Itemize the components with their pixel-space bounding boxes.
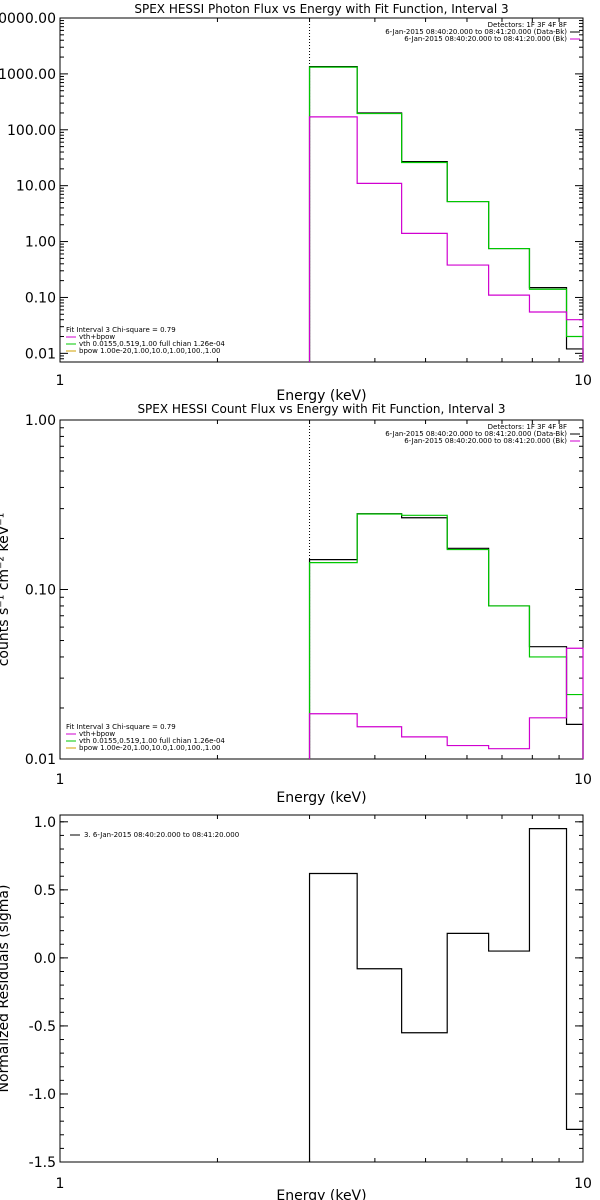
y-tick-label: 0.01 xyxy=(25,752,56,768)
y-tick-label: 1.00 xyxy=(25,413,56,429)
y-tick-label: 0.10 xyxy=(25,583,56,599)
legend-bottom-entry: vth+bpow xyxy=(79,333,115,341)
series-0-step-line xyxy=(308,828,583,1162)
plot-frame xyxy=(59,419,584,760)
y-tick-label: -1.0 xyxy=(29,1087,56,1103)
legend-top-entry: 6-Jan-2015 08:40:20.000 to 08:41:20.000 … xyxy=(385,430,567,438)
count-flux-panel: SPEX HESSI Count Flux vs Energy with Fit… xyxy=(0,402,592,806)
x-tick-label: 1 xyxy=(56,1176,65,1192)
x-tick-label: 10 xyxy=(574,373,592,389)
y-tick-label: 10.00 xyxy=(16,179,56,195)
y-tick-label: -0.5 xyxy=(29,1019,56,1035)
residuals-panel: -1.5 -1.0 -0.5 0.0 0.5 1.0 1 10 Energy (keV) Norm… xyxy=(0,814,592,1200)
chart-title: SPEX HESSI Photon Flux vs Energy with Fi… xyxy=(134,2,508,16)
series-1-step-line xyxy=(308,66,584,362)
x-axis-label: Energy (keV) xyxy=(276,790,366,806)
legend-bottom-entry: vth 0.0155,0.519,1.00 full chian 1.26e-0… xyxy=(79,340,225,348)
photon-flux-panel: SPEX HESSI Photon Flux vs Energy with Fi… xyxy=(0,2,592,404)
series-2-step-line xyxy=(308,116,584,362)
x-tick-label: 10 xyxy=(574,772,592,788)
legend-bottom-entry: Fit Interval 3 Chi-square = 0.79 xyxy=(66,723,176,731)
x-tick-label: 10 xyxy=(574,1176,592,1192)
legend-top-entry: 6-Jan-2015 08:40:20.000 to 08:41:20.000 … xyxy=(385,28,567,36)
plot-frame xyxy=(59,814,584,1163)
legend-bottom-entry: vth 0.0155,0.519,1.00 full chian 1.26e-0… xyxy=(79,737,225,745)
legend-top-entry: Detectors: 1F 3F 4F 8F xyxy=(488,21,567,29)
y-tick-label: 0.5 xyxy=(34,883,56,899)
legend-bottom-entry: Fit Interval 3 Chi-square = 0.79 xyxy=(66,326,176,334)
x-axis-label: Energy (keV) xyxy=(276,388,366,404)
chart-title: SPEX HESSI Count Flux vs Energy with Fit… xyxy=(137,402,505,416)
series-0-step-line xyxy=(308,513,584,759)
legend-entry: 3. 6-Jan-2015 08:40:20.000 to 08:41:20.0… xyxy=(84,831,239,839)
legend-bottom-entry: bpow 1.00e-20,1.00,10.0,1.00,100.,1.00 xyxy=(79,347,221,355)
y-tick-label: 0.01 xyxy=(25,346,56,362)
y-tick-label: 0.10 xyxy=(25,290,56,306)
series-0-step-line xyxy=(308,66,584,362)
legend-top-entry: 6-Jan-2015 08:40:20.000 to 08:41:20.000 … xyxy=(404,437,567,445)
x-tick-label: 1 xyxy=(56,373,65,389)
plot-frame xyxy=(59,17,584,363)
y-axis-label: counts s⁻¹ cm⁻² keV⁻¹ xyxy=(0,513,12,667)
series-2-step-line xyxy=(308,647,584,759)
y-tick-label: 100.00 xyxy=(7,123,56,139)
legend-top-entry: 6-Jan-2015 08:40:20.000 to 08:41:20.000 … xyxy=(404,35,567,43)
y-tick-label: 1.0 xyxy=(34,815,56,831)
x-tick-label: 1 xyxy=(56,772,65,788)
y-tick-label: -1.5 xyxy=(29,1155,56,1171)
y-axis-label: Normalized Residuals (sigma) xyxy=(0,885,12,1093)
series-1-step-line xyxy=(308,513,584,759)
y-tick-label: 1000.00 xyxy=(0,67,56,83)
legend-top-entry: Detectors: 1F 3F 4F 8F xyxy=(488,423,567,431)
y-tick-label: 1.00 xyxy=(25,235,56,251)
y-tick-label: 10000.00 xyxy=(0,11,56,27)
legend-bottom-entry: bpow 1.00e-20,1.00,10.0,1.00,100.,1.00 xyxy=(79,744,221,752)
y-tick-label: 0.0 xyxy=(34,951,56,967)
legend-bottom-entry: vth+bpow xyxy=(79,730,115,738)
x-axis-label: Energy (keV) xyxy=(276,1188,366,1200)
